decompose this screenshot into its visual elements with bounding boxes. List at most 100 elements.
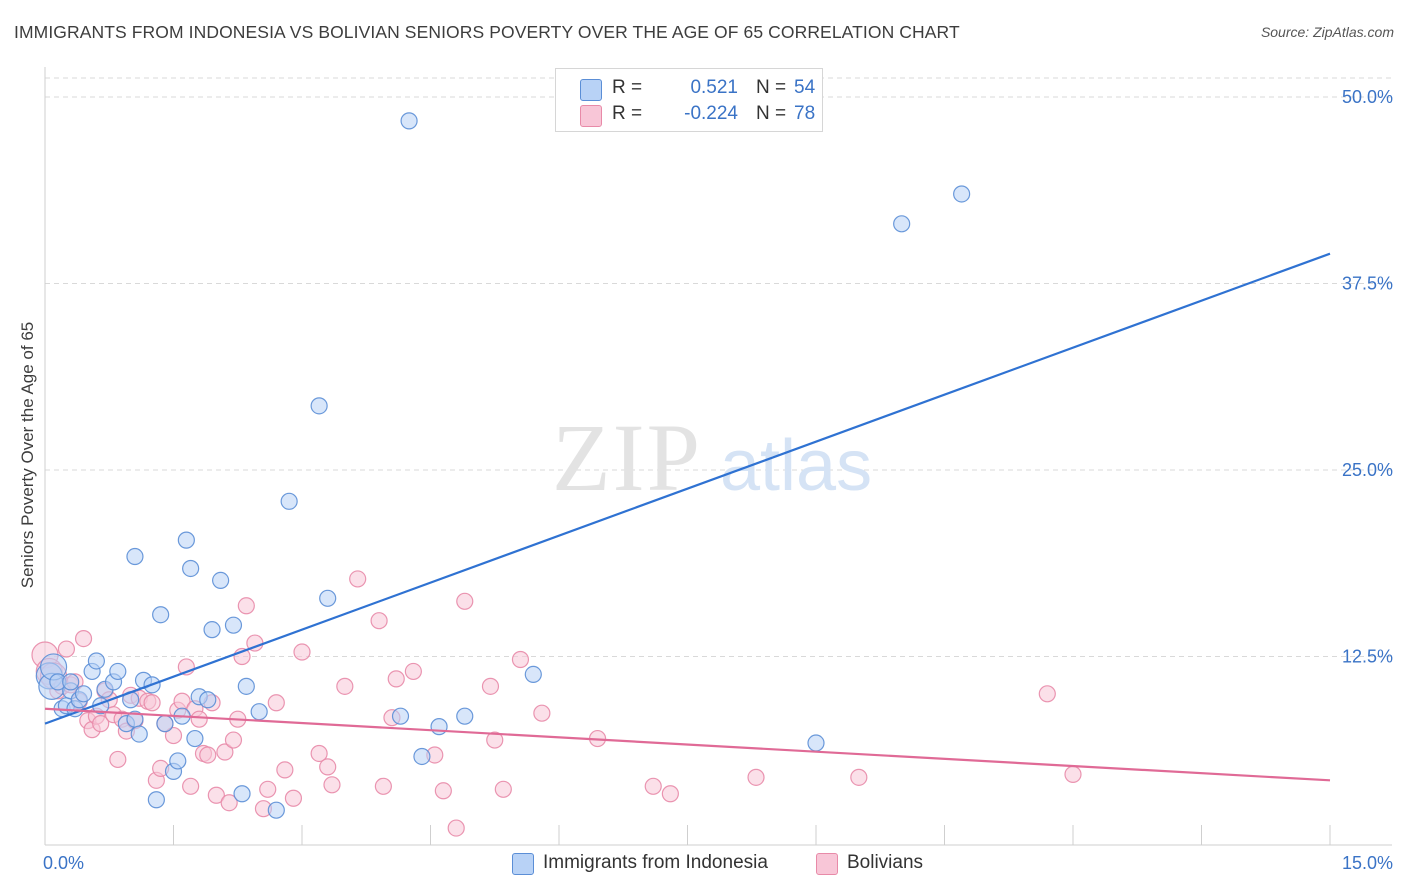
indonesia-trend-line bbox=[44, 252, 1331, 725]
bolivians-point bbox=[182, 777, 200, 795]
trend-lines bbox=[44, 252, 1331, 782]
indonesia-point bbox=[126, 547, 144, 566]
indonesia-point bbox=[280, 492, 298, 510]
bolivians-point bbox=[511, 650, 530, 669]
bolivians-point bbox=[199, 746, 217, 764]
x-tick-label-max: 15.0% bbox=[1342, 853, 1393, 873]
indonesia-point bbox=[456, 707, 474, 725]
bolivians-point bbox=[349, 570, 367, 588]
indonesia-point bbox=[224, 616, 243, 634]
bolivians-point bbox=[216, 743, 234, 761]
indonesia-point bbox=[87, 652, 106, 670]
y-tick-label: 25.0% bbox=[1342, 460, 1393, 480]
bolivians-point bbox=[92, 715, 110, 733]
legend-swatch-bolivians bbox=[580, 105, 602, 127]
legend-r-value: -0.224 bbox=[684, 103, 738, 124]
bolivians-point bbox=[336, 677, 354, 695]
indonesia-point bbox=[130, 725, 148, 743]
bolivians-point bbox=[259, 780, 277, 798]
bottom-legend-label-indonesia: Immigrants from Indonesia bbox=[543, 852, 768, 873]
indonesia-point bbox=[430, 718, 448, 736]
indonesia-point bbox=[953, 185, 971, 203]
indonesia-point bbox=[807, 734, 825, 752]
indonesia-point bbox=[893, 215, 911, 233]
legend-n-value: 78 bbox=[794, 103, 816, 124]
y-tick-label: 12.5% bbox=[1342, 647, 1393, 667]
bolivians-point bbox=[323, 776, 341, 794]
bolivians-point bbox=[481, 677, 500, 695]
legend-swatch-indonesia bbox=[580, 79, 602, 101]
indonesia-point bbox=[233, 785, 251, 803]
bolivians-point bbox=[224, 731, 243, 749]
chart-title: IMMIGRANTS FROM INDONESIA VS BOLIVIAN SE… bbox=[14, 22, 960, 42]
bolivians-point bbox=[190, 710, 208, 728]
tick-labels: 12.5% 25.0% 37.5% 50.0% 0.0% 15.0% bbox=[43, 87, 1393, 873]
watermark-atlas: atlas bbox=[720, 426, 872, 506]
bolivians-point bbox=[276, 761, 294, 779]
bolivians-point bbox=[434, 782, 452, 800]
bolivians-point bbox=[370, 612, 388, 630]
legend-r-label: R = bbox=[612, 103, 643, 124]
bolivians-point bbox=[747, 768, 765, 786]
indonesia-point bbox=[524, 665, 542, 684]
bolivians-point bbox=[456, 592, 474, 610]
legend-n-label: N = bbox=[756, 103, 787, 124]
bolivians-point bbox=[237, 597, 255, 615]
indonesia-point bbox=[400, 112, 418, 130]
indonesia-point bbox=[156, 715, 174, 733]
indonesia-point bbox=[212, 571, 230, 590]
bolivians-point bbox=[1038, 685, 1056, 703]
indonesia-point bbox=[391, 707, 410, 725]
watermark-zip: ZIP bbox=[552, 404, 702, 511]
bolivians-point bbox=[494, 780, 512, 798]
legend-n-label: N = bbox=[756, 77, 787, 98]
indonesia-point bbox=[74, 685, 93, 703]
bolivians-point bbox=[661, 785, 679, 803]
bolivians-points bbox=[31, 570, 1082, 837]
grid-lines bbox=[45, 77, 1392, 657]
bolivians-point bbox=[374, 777, 392, 795]
y-tick-label: 37.5% bbox=[1342, 274, 1393, 294]
x-tick-label-min: 0.0% bbox=[43, 853, 84, 873]
bolivians-point bbox=[143, 694, 161, 712]
indonesia-point bbox=[199, 691, 217, 709]
indonesia-point bbox=[109, 662, 127, 681]
bolivians-point bbox=[207, 786, 225, 804]
axes bbox=[44, 67, 1392, 846]
bolivians-point bbox=[486, 731, 504, 749]
bolivians-point bbox=[284, 789, 303, 807]
bolivians-trend-line bbox=[44, 707, 1331, 782]
bolivians-point bbox=[387, 670, 405, 688]
watermark: ZIP atlas bbox=[552, 404, 872, 511]
correlation-legend: R = 0.521 N = 54 R = -0.224 N = 78 bbox=[555, 68, 823, 132]
bottom-legend-swatch-bolivians bbox=[816, 853, 838, 875]
indonesia-point bbox=[147, 791, 165, 809]
legend-r-value: 0.521 bbox=[690, 77, 738, 98]
bolivians-point bbox=[404, 662, 422, 681]
indonesia-point bbox=[203, 621, 221, 639]
indonesia-point bbox=[267, 801, 285, 819]
bottom-legend-label-bolivians: Bolivians bbox=[847, 852, 924, 873]
legend-r-label: R = bbox=[612, 77, 643, 98]
indonesia-point bbox=[186, 729, 204, 748]
y-axis-label: Seniors Poverty Over the Age of 65 bbox=[18, 321, 37, 589]
indonesia-point bbox=[319, 589, 337, 607]
source-note: Source: ZipAtlas.com bbox=[1260, 24, 1394, 40]
indonesia-point bbox=[169, 752, 187, 770]
bolivians-point bbox=[267, 694, 285, 712]
bolivians-point bbox=[220, 794, 238, 812]
indonesia-point bbox=[62, 673, 80, 691]
bolivians-point bbox=[1064, 765, 1082, 783]
indonesia-point bbox=[237, 677, 255, 695]
indonesia-point bbox=[177, 531, 195, 549]
indonesia-point bbox=[182, 559, 200, 578]
bolivians-point bbox=[57, 640, 76, 658]
bolivians-point bbox=[319, 758, 337, 776]
legend-n-value: 54 bbox=[794, 77, 816, 98]
bolivians-point bbox=[447, 819, 465, 837]
indonesia-point bbox=[152, 606, 170, 624]
bolivians-point bbox=[74, 629, 93, 648]
indonesia-point bbox=[310, 397, 328, 415]
indonesia-point bbox=[413, 747, 431, 766]
